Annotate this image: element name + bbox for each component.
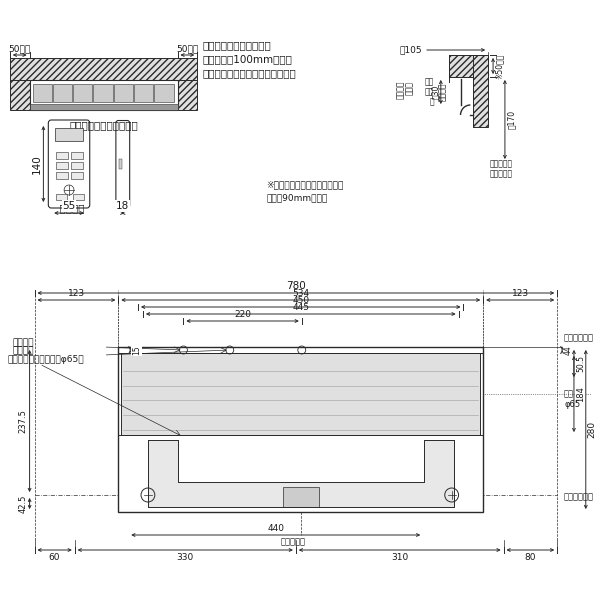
Text: 50以上: 50以上 [8, 44, 31, 53]
Bar [10, 58, 197, 80]
Bar [56, 152, 68, 159]
Text: 220: 220 [234, 310, 251, 319]
Bar [29, 80, 178, 110]
Bar [10, 80, 29, 110]
Text: 15: 15 [132, 345, 141, 355]
Text: 確保することをおすすめします。: 確保することをおすすめします。 [202, 68, 296, 78]
FancyBboxPatch shape [49, 120, 90, 208]
Text: 配管
接続
口: 配管 接続 口 [425, 78, 434, 106]
Text: 440: 440 [267, 524, 284, 533]
Text: 80: 80 [524, 553, 536, 562]
Text: ※50以上: ※50以上 [495, 53, 504, 79]
Text: 室内機外形線: 室内機外形線 [564, 333, 594, 342]
Text: 太径配管: 太径配管 [13, 338, 34, 347]
Text: 445: 445 [292, 303, 309, 312]
Bar [73, 84, 92, 102]
Text: 細径配管: 細径配管 [13, 346, 34, 355]
Bar [29, 104, 178, 110]
Text: 310: 310 [391, 553, 409, 562]
Text: 60: 60 [49, 553, 61, 562]
Text: 場合は90mm以上。: 場合は90mm以上。 [266, 193, 328, 202]
Text: 237.5: 237.5 [19, 409, 28, 433]
Text: ※室内機の背面で配管接続する: ※室内機の背面で配管接続する [266, 180, 344, 189]
Bar [56, 162, 68, 169]
Text: リモコン: リモコン [53, 203, 85, 213]
Bar [71, 152, 83, 159]
Bar [94, 84, 113, 102]
Polygon shape [148, 440, 454, 507]
Bar [118, 347, 483, 512]
Text: 123: 123 [68, 289, 85, 298]
Text: 約30: 約30 [431, 85, 440, 99]
Text: 42.5: 42.5 [19, 494, 28, 512]
Text: 140: 140 [31, 154, 41, 174]
Text: 18: 18 [116, 201, 130, 211]
Bar [71, 162, 83, 169]
Text: 本体中心線: 本体中心線 [281, 537, 306, 546]
Text: 50以上: 50以上 [176, 44, 199, 53]
Bar [449, 55, 488, 77]
Bar [283, 487, 319, 507]
Text: 50.5: 50.5 [576, 355, 585, 372]
Bar [473, 55, 488, 127]
Bar [71, 172, 83, 179]
Text: ドレンホース: ドレンホース [564, 493, 594, 502]
Text: 上下風向
板方向: 上下風向 板方向 [395, 81, 414, 99]
Bar [121, 353, 480, 435]
Text: 330: 330 [176, 553, 194, 562]
Text: 室内機サービススペース: 室内機サービススペース [69, 120, 138, 130]
Bar [53, 84, 72, 102]
Bar [32, 84, 52, 102]
Bar [73, 194, 84, 200]
Text: 約170: 約170 [507, 110, 516, 129]
Bar [56, 194, 67, 200]
Bar [154, 84, 173, 102]
Text: 壁穴
φ65: 壁穴 φ65 [564, 389, 580, 409]
Text: 配管引出し穴中心線（φ65）: 配管引出し穴中心線（φ65） [8, 355, 85, 364]
Text: 780: 780 [286, 281, 306, 291]
Bar [56, 172, 68, 179]
Text: 534: 534 [292, 289, 310, 298]
Text: 450: 450 [292, 296, 310, 305]
Text: 上下風向板
「全開」時: 上下風向板 「全開」時 [490, 159, 513, 178]
Bar [113, 84, 133, 102]
Bar [178, 80, 197, 110]
Text: 123: 123 [512, 289, 529, 298]
Bar [134, 84, 153, 102]
Text: できるだけ100mm以上を: できるだけ100mm以上を [202, 54, 292, 64]
Text: 上下風向: 上下風向 [438, 83, 447, 101]
Text: 184: 184 [576, 386, 585, 402]
Bar [55, 128, 83, 141]
FancyBboxPatch shape [116, 121, 130, 208]
Bar [119, 159, 122, 169]
Text: サービス性の観点から、: サービス性の観点から、 [202, 40, 271, 50]
Text: 55: 55 [62, 201, 76, 211]
Text: 約105: 約105 [400, 46, 422, 55]
Text: 280: 280 [588, 421, 597, 438]
Text: 44: 44 [564, 345, 573, 355]
